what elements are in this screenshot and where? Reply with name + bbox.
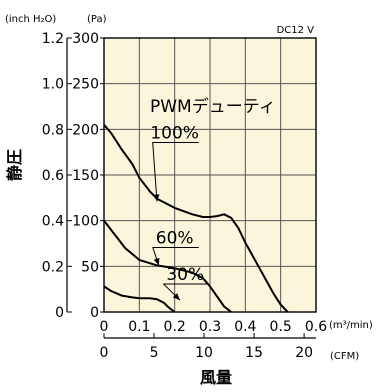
leader-line xyxy=(152,142,158,202)
annotations: 100% 60% 30% xyxy=(150,123,210,301)
y-tick-primary-label: 150 xyxy=(72,168,99,184)
x-tick-primary-label: 0.4 xyxy=(234,319,256,335)
x-tick-secondary-label: 10 xyxy=(195,345,213,361)
series-line-100pct xyxy=(103,124,289,313)
series-line-60pct xyxy=(103,220,232,313)
leader-arrowhead xyxy=(153,194,160,202)
y-tick-secondary-label: 1.0 xyxy=(42,77,64,93)
x-tick-primary-label: 0.5 xyxy=(270,319,292,335)
x-tick-primary-label: 0.6 xyxy=(305,319,327,335)
x-tick-primary-label: 0 xyxy=(100,319,109,335)
x-tick-secondary-label: 0 xyxy=(100,345,109,361)
y-tick-primary-label: 50 xyxy=(81,259,99,275)
y-tick-primary-label: 100 xyxy=(72,214,99,230)
series-line-30pct xyxy=(103,285,176,313)
y-tick-secondary-label: 0.6 xyxy=(42,168,64,184)
curve-label-30pct: 30% xyxy=(166,265,204,285)
y-unit-secondary: (inch H₂O) xyxy=(5,14,56,25)
y-tick-secondary-label: 1.2 xyxy=(42,31,64,47)
x-tick-primary-label: 0.1 xyxy=(128,319,150,335)
x-axis-title: 風量 xyxy=(200,368,232,387)
y-axis-title: 静圧 xyxy=(5,149,24,181)
pwm-duty-title: PWMデューティ xyxy=(150,96,276,117)
y-tick-primary-label: 250 xyxy=(72,77,99,93)
y-tick-primary-label: 300 xyxy=(72,31,99,47)
leader-arrowhead xyxy=(153,257,160,266)
x-unit-primary: (m³/min) xyxy=(329,320,373,331)
x-tick-secondary-label: 15 xyxy=(245,345,263,361)
y-tick-secondary-label: 0.8 xyxy=(42,122,64,138)
x-tick-primary-label: 0.3 xyxy=(199,319,221,335)
grid xyxy=(104,38,316,312)
x-tick-primary-label: 0.2 xyxy=(164,319,186,335)
y-tick-secondary-label: 0.2 xyxy=(42,259,64,275)
curve-label-100pct: 100% xyxy=(150,123,199,143)
x-tick-secondary-label: 20 xyxy=(295,345,313,361)
y-tick-primary-label: 0 xyxy=(90,305,99,321)
y-tick-secondary-label: 0.4 xyxy=(42,214,64,230)
corner-label: DC12 V xyxy=(277,25,315,36)
x-unit-secondary: (CFM) xyxy=(330,351,359,362)
leader-arrowhead xyxy=(172,293,180,301)
y-tick-secondary-label: 0 xyxy=(55,305,64,321)
x-tick-secondary-label: 5 xyxy=(150,345,159,361)
y-unit-primary: (Pa) xyxy=(87,14,107,25)
y-tick-primary-label: 200 xyxy=(72,122,99,138)
curve-label-60pct: 60% xyxy=(156,229,194,249)
series-group xyxy=(103,124,289,313)
